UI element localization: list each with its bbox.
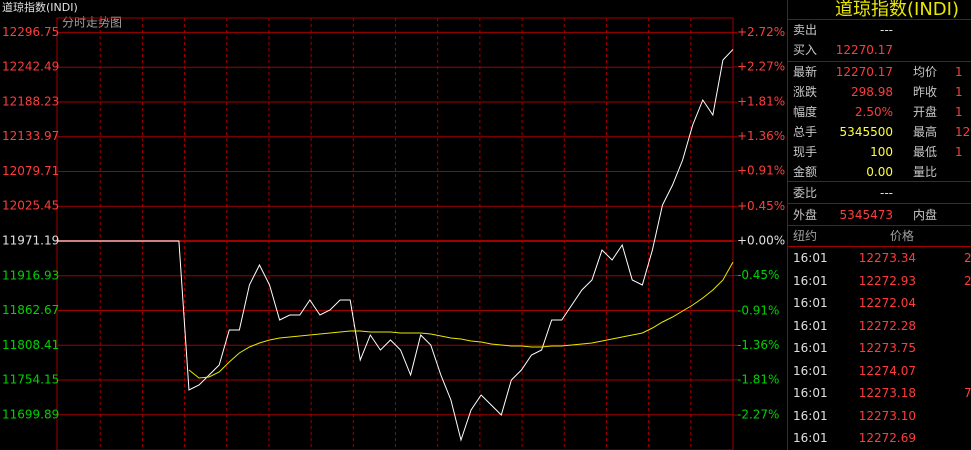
field-label: 现手 bbox=[793, 145, 818, 159]
window-title: 道琼指数(INDI) bbox=[2, 0, 78, 14]
y2-tick-label: +0.91% bbox=[737, 164, 785, 178]
trade-time: 16:01 bbox=[793, 251, 828, 265]
y-tick-label: 11754.15 bbox=[2, 373, 59, 387]
column-header: 纽约 bbox=[793, 229, 818, 243]
field-value: 1 bbox=[955, 145, 963, 159]
y2-tick-label: +0.45% bbox=[737, 199, 785, 213]
separator bbox=[788, 246, 971, 247]
trade-time: 16:01 bbox=[793, 386, 828, 400]
trade-price: 12272.69 bbox=[858, 431, 916, 445]
trade-volume: 7 bbox=[964, 386, 971, 400]
field-label: 内盘 bbox=[913, 208, 938, 222]
field-label: 均价 bbox=[913, 65, 938, 79]
trade-price: 12273.10 bbox=[858, 408, 916, 423]
y2-tick-label: -1.81% bbox=[737, 372, 779, 386]
field-value: 1 bbox=[955, 65, 963, 79]
field-value: 1 bbox=[955, 85, 963, 99]
trade-price: 12272.28 bbox=[858, 318, 916, 333]
price-line bbox=[188, 261, 734, 379]
trade-time: 16:01 bbox=[793, 273, 828, 288]
y2-tick-label: -2.27% bbox=[737, 408, 779, 422]
trade-time: 16:01 bbox=[793, 431, 828, 445]
field-value: 12 bbox=[955, 125, 971, 139]
trade-price: 12272.04 bbox=[858, 296, 916, 310]
y2-tick-label: +1.36% bbox=[737, 129, 785, 143]
trade-volume: 2 bbox=[964, 251, 971, 265]
chart: 道琼指数(INDI) 分时走势图 12296.75 12242.49 12188.2… bbox=[2, 0, 785, 450]
separator bbox=[788, 225, 971, 226]
separator bbox=[788, 203, 971, 204]
field-label: 最高 bbox=[913, 125, 938, 139]
y-tick-label: 11862.67 bbox=[2, 303, 59, 317]
price-line bbox=[58, 49, 734, 442]
trade-price: 12272.93 bbox=[858, 273, 916, 288]
separator bbox=[788, 181, 971, 182]
y-tick-label: 11971.19 bbox=[2, 233, 59, 247]
y-tick-label: 12079.71 bbox=[2, 164, 59, 178]
trade-price: 12273.75 bbox=[858, 341, 916, 355]
field-label: 委比 bbox=[793, 186, 818, 200]
field-value: 12270.17 bbox=[835, 43, 893, 57]
field-label: 量比 bbox=[913, 165, 938, 179]
field-label: 卖出 bbox=[793, 23, 818, 37]
trade-time: 16:01 bbox=[793, 341, 828, 355]
field-value: --- bbox=[880, 186, 893, 200]
y-tick-label: 11699.89 bbox=[2, 407, 59, 421]
field-value: 5345500 bbox=[839, 125, 893, 139]
trade-time: 16:01 bbox=[793, 408, 828, 423]
y2-tick-label: +0.00% bbox=[737, 234, 785, 248]
y-tick-label: 11808.41 bbox=[2, 338, 59, 352]
y2-tick-label: +2.27% bbox=[737, 59, 785, 73]
field-value: 12270.17 bbox=[835, 65, 893, 79]
divider bbox=[787, 0, 788, 450]
field-label: 幅度 bbox=[793, 105, 818, 119]
field-value: 5345473 bbox=[839, 208, 893, 222]
y-tick-label: 12025.45 bbox=[2, 199, 59, 213]
trade-volume: 2 bbox=[964, 273, 971, 288]
panel-title: 道琼指数(INDI) bbox=[835, 0, 959, 20]
y-tick-label: 12188.23 bbox=[2, 94, 59, 108]
separator bbox=[788, 61, 971, 62]
y2-tick-label: -0.91% bbox=[737, 303, 779, 317]
trade-time: 16:01 bbox=[793, 296, 828, 310]
field-label: 总手 bbox=[793, 125, 818, 139]
y2-tick-label: -1.36% bbox=[737, 338, 779, 352]
field-value: 298.98 bbox=[851, 85, 893, 99]
trade-price: 12273.34 bbox=[858, 251, 916, 265]
y-tick-label: 12133.97 bbox=[2, 129, 59, 143]
trade-time: 16:01 bbox=[793, 363, 828, 378]
y-tick-label: 11916.93 bbox=[2, 268, 59, 282]
y2-tick-label: +2.72% bbox=[737, 25, 785, 39]
separator bbox=[788, 19, 971, 20]
field-label: 金额 bbox=[793, 165, 818, 179]
field-value: --- bbox=[880, 23, 893, 37]
field-label: 买入 bbox=[793, 43, 818, 57]
field-value: 100 bbox=[870, 145, 893, 159]
field-value: 0.00 bbox=[866, 165, 893, 179]
field-value: 2.50% bbox=[854, 105, 893, 119]
y2-tick-label: +1.81% bbox=[737, 95, 785, 109]
y2-tick-label: -0.45% bbox=[737, 268, 779, 282]
y-tick-label: 12242.49 bbox=[2, 60, 59, 74]
field-label: 外盘 bbox=[793, 208, 818, 222]
y-tick-label: 12296.75 bbox=[2, 25, 59, 39]
field-label: 开盘 bbox=[913, 105, 938, 119]
field-label: 昨收 bbox=[913, 85, 938, 99]
field-value: 1 bbox=[955, 105, 963, 119]
trade-price: 12274.07 bbox=[858, 363, 916, 378]
field-label: 最低 bbox=[913, 145, 938, 159]
field-label: 涨跌 bbox=[793, 85, 818, 99]
chart-subtitle: 分时走势图 bbox=[62, 16, 122, 30]
column-header: 价格 bbox=[890, 229, 915, 243]
trade-time: 16:01 bbox=[793, 318, 828, 333]
field-label: 最新 bbox=[793, 65, 818, 79]
trade-price: 12273.18 bbox=[858, 386, 916, 400]
